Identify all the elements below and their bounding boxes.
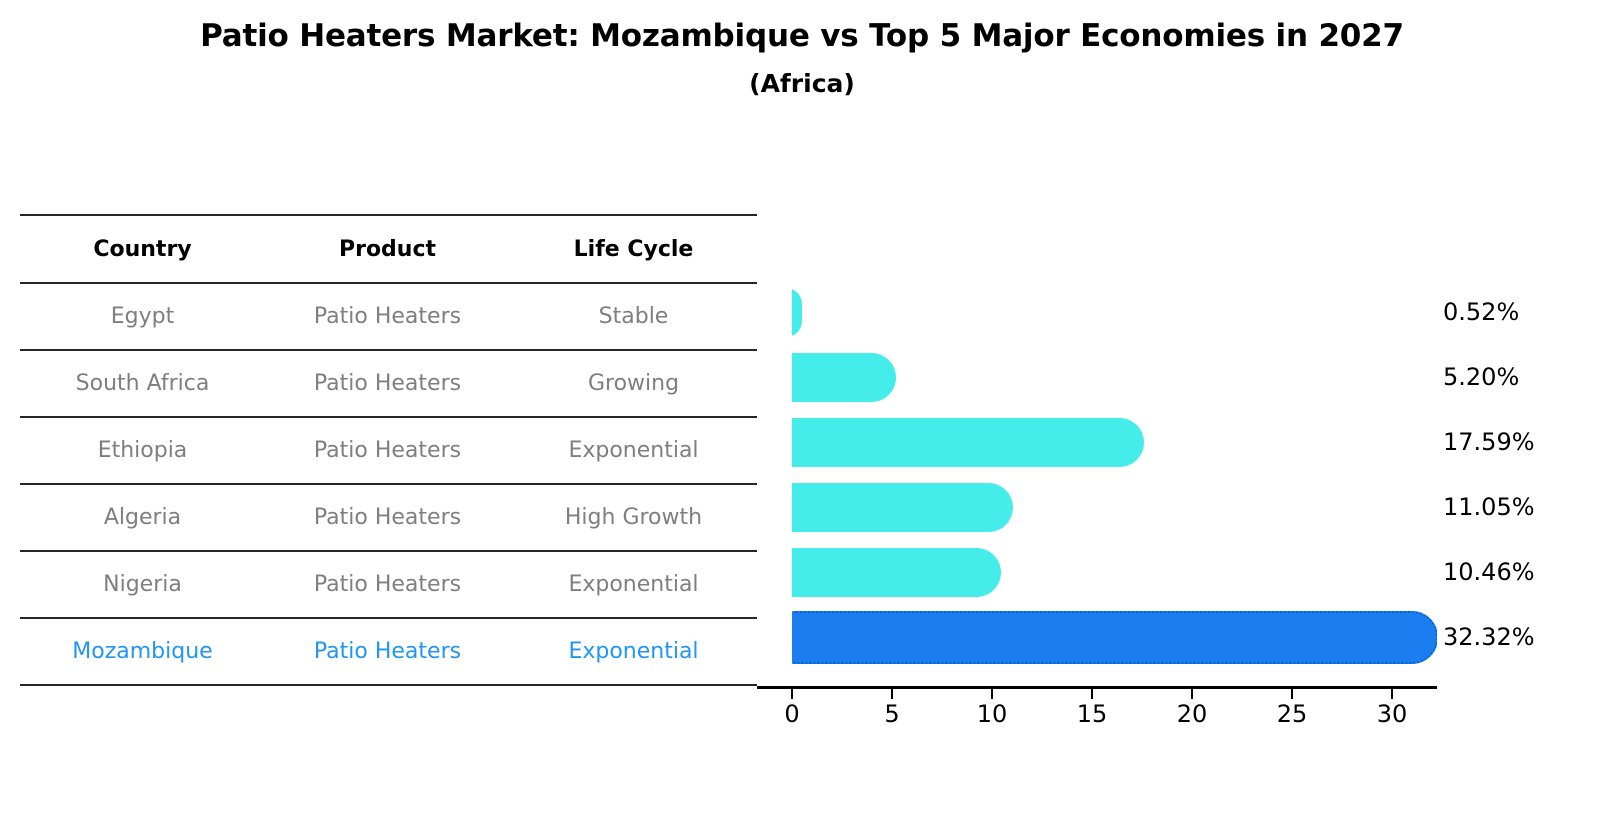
table-row: Nigeria Patio Heaters Exponential	[20, 551, 757, 618]
bar-clip	[792, 475, 1437, 540]
cell-country: South Africa	[75, 371, 210, 396]
x-tick-label: 15	[1076, 700, 1108, 728]
cell-product: Patio Heaters	[313, 304, 462, 329]
x-tick-label: 30	[1376, 700, 1408, 728]
table-row: South Africa Patio Heaters Growing	[20, 350, 757, 417]
column-header-country: Country	[93, 236, 192, 262]
value-labels: 0.52% 5.20% 17.59% 11.05% 10.46% 32.32%	[1443, 214, 1603, 686]
bar-clip	[792, 280, 1437, 345]
cell-product: Patio Heaters	[313, 438, 462, 463]
value-label-algeria: 11.05%	[1443, 493, 1535, 521]
cell-product: Patio Heaters	[313, 505, 462, 530]
bar-clip	[792, 605, 1437, 670]
bar-algeria	[792, 483, 1013, 532]
country-table-wrapper: Country Product Life Cycle Egypt Patio H…	[20, 214, 757, 686]
value-label-south-africa: 5.20%	[1443, 363, 1520, 391]
bar-row	[757, 540, 1437, 605]
bar-row	[757, 410, 1437, 475]
bar-egypt	[792, 288, 803, 337]
value-label-mozambique: 32.32%	[1443, 623, 1535, 651]
bar-south-africa	[792, 353, 896, 402]
cell-product: Patio Heaters	[313, 371, 462, 396]
cell-life-cycle: Stable	[598, 304, 669, 329]
bar-clip	[792, 410, 1437, 475]
x-tick-label: 0	[784, 700, 800, 728]
bar-clip	[792, 345, 1437, 410]
cell-product: Patio Heaters	[313, 639, 462, 664]
table-row: Algeria Patio Heaters High Growth	[20, 484, 757, 551]
x-tick-mark	[1091, 689, 1093, 699]
table-head: Country Product Life Cycle	[20, 215, 757, 283]
cell-country: Mozambique	[72, 639, 213, 664]
x-tick-label: 5	[884, 700, 900, 728]
x-tick-mark	[791, 689, 793, 699]
cell-product: Patio Heaters	[313, 572, 462, 597]
x-axis: 0 5 10 15 20 25 30	[757, 686, 1457, 746]
cell-country: Algeria	[103, 505, 182, 530]
table-body: Egypt Patio Heaters Stable South Africa …	[20, 283, 757, 685]
value-label-spacer	[1443, 214, 1603, 280]
cell-life-cycle: Exponential	[568, 438, 699, 463]
x-axis-line	[757, 686, 1437, 689]
page-title: Patio Heaters Market: Mozambique vs Top …	[200, 18, 1404, 54]
cell-life-cycle: Exponential	[568, 572, 699, 597]
x-tick-label: 25	[1276, 700, 1308, 728]
bar-ethiopia	[792, 418, 1144, 467]
bar-row-header-spacer	[757, 214, 1437, 280]
cell-life-cycle: High Growth	[564, 505, 703, 530]
bars-panel	[757, 214, 1437, 686]
value-label-ethiopia: 17.59%	[1443, 428, 1535, 456]
column-header-product: Product	[338, 236, 437, 262]
x-tick-mark	[1291, 689, 1293, 699]
table-row: Egypt Patio Heaters Stable	[20, 283, 757, 350]
bar-row	[757, 475, 1437, 540]
bar-row	[757, 345, 1437, 410]
bar-mozambique	[792, 611, 1437, 664]
cell-life-cycle: Exponential	[568, 639, 699, 664]
x-tick-label: 10	[976, 700, 1008, 728]
x-tick-mark	[991, 689, 993, 699]
bar-nigeria	[792, 548, 1002, 597]
value-label-egypt: 0.52%	[1443, 298, 1520, 326]
x-tick-mark	[1191, 689, 1193, 699]
chart-subtitle: (Africa)	[749, 69, 855, 98]
bar-row	[757, 605, 1437, 670]
table-row-highlighted: Mozambique Patio Heaters Exponential	[20, 618, 757, 685]
x-tick-label: 20	[1176, 700, 1208, 728]
cell-country: Egypt	[110, 304, 175, 329]
country-table: Country Product Life Cycle Egypt Patio H…	[20, 214, 757, 686]
column-header-life-cycle: Life Cycle	[573, 236, 694, 262]
bar-clip	[792, 540, 1437, 605]
value-label-nigeria: 10.46%	[1443, 558, 1535, 586]
cell-life-cycle: Growing	[587, 371, 680, 396]
bar-row	[757, 280, 1437, 345]
cell-country: Nigeria	[103, 572, 182, 597]
cell-country: Ethiopia	[97, 438, 188, 463]
table-row: Ethiopia Patio Heaters Exponential	[20, 417, 757, 484]
table-header-row: Country Product Life Cycle	[20, 215, 757, 283]
x-tick-mark	[1391, 689, 1393, 699]
x-tick-mark	[891, 689, 893, 699]
title-block: Patio Heaters Market: Mozambique vs Top …	[0, 10, 1604, 106]
